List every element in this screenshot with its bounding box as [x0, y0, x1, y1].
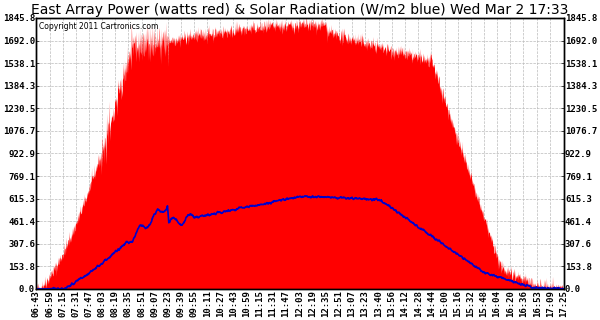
Text: Copyright 2011 Cartronics.com: Copyright 2011 Cartronics.com — [39, 22, 158, 31]
Title: East Array Power (watts red) & Solar Radiation (W/m2 blue) Wed Mar 2 17:33: East Array Power (watts red) & Solar Rad… — [31, 3, 569, 17]
